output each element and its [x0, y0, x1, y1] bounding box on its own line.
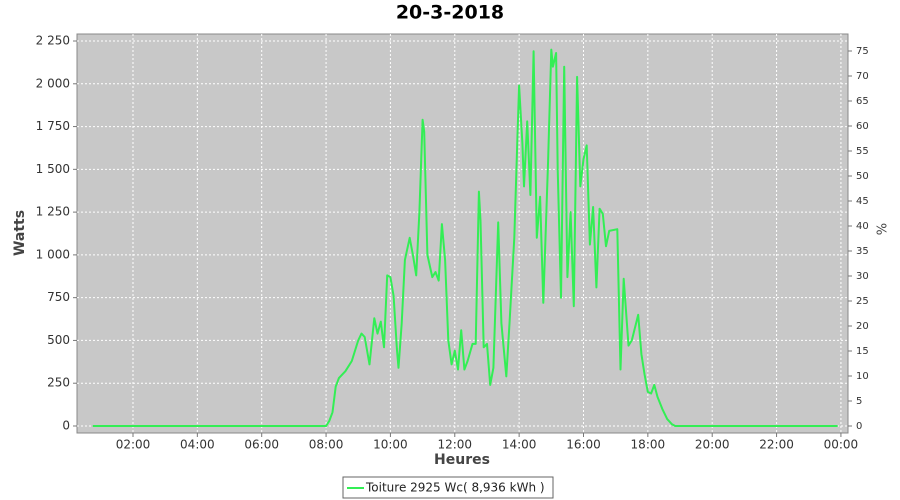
- plot-area: [76, 33, 849, 434]
- x-axis-label: Heures: [434, 452, 490, 468]
- x-tick-label: 02:00: [116, 438, 151, 452]
- y2-tick-label: 35: [856, 246, 869, 257]
- x-tick-label: 08:00: [309, 438, 344, 452]
- y2-tick-label: 15: [856, 346, 869, 357]
- y2-tick-label: 60: [856, 121, 869, 132]
- x-tick-label: 00:00: [824, 438, 859, 452]
- y-axis-label: Watts: [12, 210, 28, 256]
- y2-tick-label: 0: [856, 421, 862, 432]
- y2-tick-label: 25: [856, 296, 869, 307]
- y2-tick-label: 30: [856, 271, 869, 282]
- x-tick-label: 14:00: [502, 438, 537, 452]
- y-tick-label: 500: [47, 333, 70, 347]
- y-tick-label: 1 750: [36, 119, 70, 133]
- x-tick-label: 06:00: [244, 438, 279, 452]
- x-tick-label: 04:00: [180, 438, 215, 452]
- y2-tick-label: 40: [856, 221, 869, 232]
- x-tick-label: 20:00: [695, 438, 730, 452]
- y2-tick-label: 65: [856, 96, 869, 107]
- y-tick-label: 1 000: [36, 247, 70, 261]
- y2-tick-label: 20: [856, 321, 869, 332]
- y-tick-label: 1 500: [36, 162, 70, 176]
- y-tick-label: 750: [47, 290, 70, 304]
- y2-axis-label: %: [876, 223, 891, 235]
- y-tick-label: 0: [62, 418, 70, 432]
- y2-tick-label: 10: [856, 371, 869, 382]
- legend: [342, 476, 554, 499]
- y2-tick-label: 55: [856, 146, 869, 157]
- x-tick-label: 18:00: [631, 438, 666, 452]
- y-tick-label: 1 250: [36, 205, 70, 219]
- chart-title: 20-3-2018: [396, 2, 504, 24]
- y-tick-label: 2 000: [36, 76, 70, 90]
- y2-tick-label: 70: [856, 71, 869, 82]
- x-tick-label: 12:00: [437, 438, 472, 452]
- x-tick-label: 22:00: [759, 438, 794, 452]
- y2-tick-label: 5: [856, 396, 862, 407]
- legend-label: Toiture 2925 Wc( 8,936 kWh ): [365, 481, 545, 495]
- y2-tick-label: 50: [856, 171, 869, 182]
- series-line: [92, 48, 838, 427]
- y2-tick-label: 75: [856, 46, 869, 57]
- y-tick-label: 2 250: [36, 34, 70, 48]
- x-tick-label: 10:00: [373, 438, 408, 452]
- x-tick-label: 16:00: [566, 438, 601, 452]
- y-tick-label: 250: [47, 376, 70, 390]
- y2-tick-label: 45: [856, 196, 869, 207]
